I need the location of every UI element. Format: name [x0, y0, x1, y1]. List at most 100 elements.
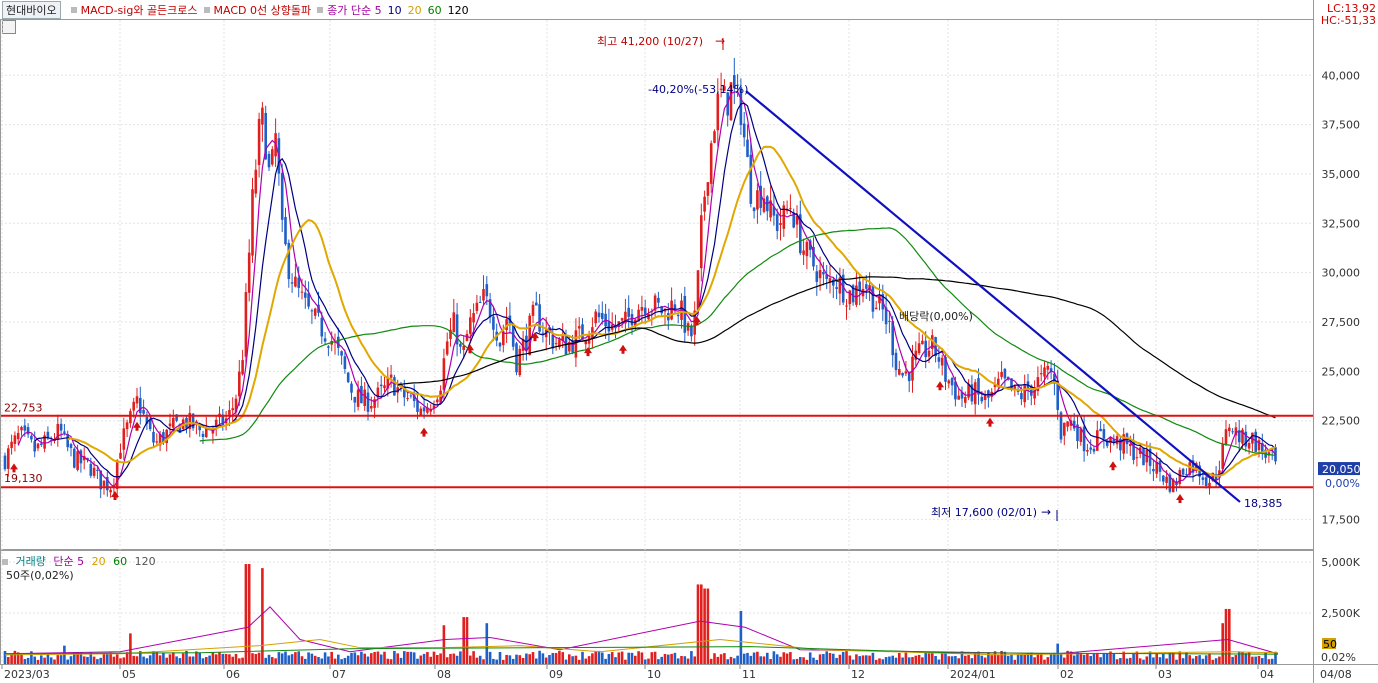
volume-bar: [848, 655, 852, 664]
candle-body: [228, 410, 231, 415]
volume-bar: [337, 654, 340, 664]
candle-body: [888, 320, 891, 322]
candle-body: [442, 358, 446, 390]
candle-body: [492, 316, 495, 330]
volume-bar: [208, 655, 211, 664]
volume-bar: [445, 657, 449, 664]
candle-body: [620, 318, 624, 321]
x-tick-label: 06: [226, 668, 240, 681]
candle-body: [716, 93, 720, 131]
low-price-label: 최저 17,600 (02/01): [931, 506, 1037, 519]
candle-body: [898, 369, 901, 375]
candle-body: [940, 357, 944, 366]
candle-body: [505, 319, 508, 330]
vol-legend-ma20[interactable]: 20: [91, 555, 106, 568]
volume-bar: [515, 654, 518, 664]
volume-bar: [673, 652, 677, 664]
candle-body: [26, 427, 30, 435]
candle-body: [775, 214, 779, 231]
candle-body: [92, 467, 96, 476]
volume-bar: [76, 652, 79, 664]
legend-ma5[interactable]: 종가 단순 5: [327, 4, 382, 17]
volume-bar: [733, 658, 736, 664]
volume-bar: [676, 658, 680, 664]
candle-body: [980, 396, 984, 402]
volume-bar: [165, 657, 168, 664]
volume-bar: [614, 657, 617, 664]
candle-body: [152, 431, 155, 443]
volume-bar: [739, 610, 743, 664]
legend-ma10[interactable]: 10: [387, 3, 402, 17]
volume-bar: [884, 657, 888, 664]
candle-body: [287, 242, 291, 280]
volume-bar: [33, 656, 36, 664]
volume-bar: [647, 658, 650, 664]
volume-bar: [548, 654, 551, 664]
high-price-label: 최고 41,200 (10/27): [597, 35, 703, 48]
candle-body: [412, 395, 416, 402]
vol-legend-ma60[interactable]: 60: [113, 555, 128, 568]
stock-name-chip[interactable]: 현대바이오: [2, 1, 61, 19]
candle-body: [310, 310, 314, 312]
volume-bar: [805, 659, 809, 664]
volume-bar: [726, 659, 729, 664]
candle-body: [686, 323, 690, 331]
candle-body: [1208, 482, 1211, 489]
volume-bar: [422, 653, 426, 664]
candle-body: [502, 331, 505, 346]
chart-corner-toggle[interactable]: [2, 20, 16, 34]
candle-body: [752, 207, 756, 212]
legend-macd-sig[interactable]: MACD-sig와 골든크로스: [80, 4, 198, 17]
volume-bar: [1270, 658, 1274, 664]
volume-bar: [1201, 658, 1205, 664]
candle-body: [469, 317, 472, 334]
indicator-legend: 현대바이오 MACD-sig와 골든크로스 MACD 0선 상향돌파 종가 단순…: [2, 1, 469, 19]
candle-body: [1079, 428, 1083, 442]
candle-body: [571, 340, 574, 353]
legend-ma120[interactable]: 120: [447, 3, 469, 17]
volume-bar: [865, 655, 868, 664]
candle-body: [878, 294, 881, 304]
volume-bar: [815, 659, 819, 664]
x-tick-label: 04/08: [1320, 668, 1352, 681]
ma5-line: [17, 90, 1276, 488]
volume-title[interactable]: 거래량: [15, 555, 46, 568]
candle-body: [122, 428, 126, 450]
volume-bar: [485, 623, 489, 664]
candle-body: [445, 341, 449, 355]
volume-bar: [102, 654, 106, 664]
candle-body: [1010, 378, 1013, 390]
candle-body: [521, 339, 525, 351]
candle-body: [1247, 443, 1251, 449]
candle-body: [1195, 463, 1198, 471]
y-tick-label: 17,500: [1322, 513, 1361, 526]
volume-bar: [881, 659, 885, 664]
vol-legend-ma120[interactable]: 120: [134, 555, 156, 568]
candle-body: [673, 304, 677, 310]
volume-bar: [581, 651, 584, 664]
volume-bar: [667, 654, 670, 664]
volume-bar: [82, 656, 86, 664]
legend-ma20[interactable]: 20: [407, 3, 422, 17]
candle-body: [825, 274, 828, 279]
candle-body: [1142, 448, 1145, 466]
volume-bar: [366, 656, 370, 664]
volume-bar: [26, 657, 30, 664]
volume-bar: [1046, 657, 1050, 664]
volume-bar: [634, 655, 637, 664]
volume-bar: [251, 653, 254, 664]
volume-bar: [1228, 608, 1231, 664]
volume-bar: [1000, 650, 1003, 664]
volume-bar: [1010, 654, 1013, 664]
vol-legend-ma5[interactable]: 단순 5: [53, 555, 85, 568]
volume-bar: [495, 659, 498, 664]
legend-ma60[interactable]: 60: [427, 3, 442, 17]
volume-bar: [13, 650, 17, 664]
legend-macd-zero[interactable]: MACD 0선 상향돌파: [213, 4, 312, 17]
volume-bar: [937, 659, 941, 664]
volume-bar: [1109, 651, 1112, 664]
volume-bar: [132, 655, 135, 664]
volume-bar: [327, 656, 330, 664]
candle-body: [475, 302, 479, 312]
